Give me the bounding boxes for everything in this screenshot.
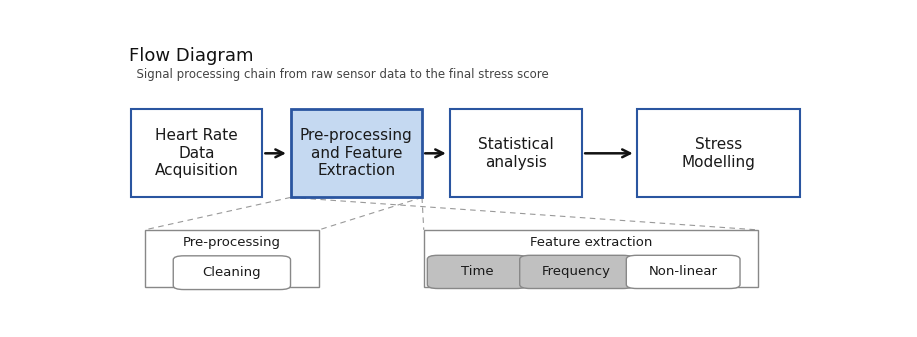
FancyBboxPatch shape <box>173 256 291 289</box>
FancyBboxPatch shape <box>626 255 740 288</box>
Text: Time: Time <box>460 266 493 278</box>
Text: Frequency: Frequency <box>542 266 611 278</box>
FancyBboxPatch shape <box>291 109 422 197</box>
Text: Heart Rate
Data
Acquisition: Heart Rate Data Acquisition <box>154 128 238 178</box>
FancyBboxPatch shape <box>424 230 757 287</box>
FancyBboxPatch shape <box>427 255 527 288</box>
FancyBboxPatch shape <box>520 255 634 288</box>
Text: Statistical
analysis: Statistical analysis <box>479 137 554 170</box>
Text: Non-linear: Non-linear <box>648 266 718 278</box>
Text: Pre-processing
and Feature
Extraction: Pre-processing and Feature Extraction <box>300 128 413 178</box>
Text: Pre-processing: Pre-processing <box>182 236 281 249</box>
Text: Cleaning: Cleaning <box>203 266 261 279</box>
FancyBboxPatch shape <box>145 230 319 287</box>
Text: Stress
Modelling: Stress Modelling <box>681 137 756 170</box>
Text: Signal processing chain from raw sensor data to the final stress score: Signal processing chain from raw sensor … <box>128 68 548 81</box>
FancyBboxPatch shape <box>130 109 262 197</box>
FancyBboxPatch shape <box>637 109 801 197</box>
Text: Flow Diagram: Flow Diagram <box>128 47 253 65</box>
Text: Feature extraction: Feature extraction <box>530 236 652 249</box>
FancyBboxPatch shape <box>450 109 582 197</box>
